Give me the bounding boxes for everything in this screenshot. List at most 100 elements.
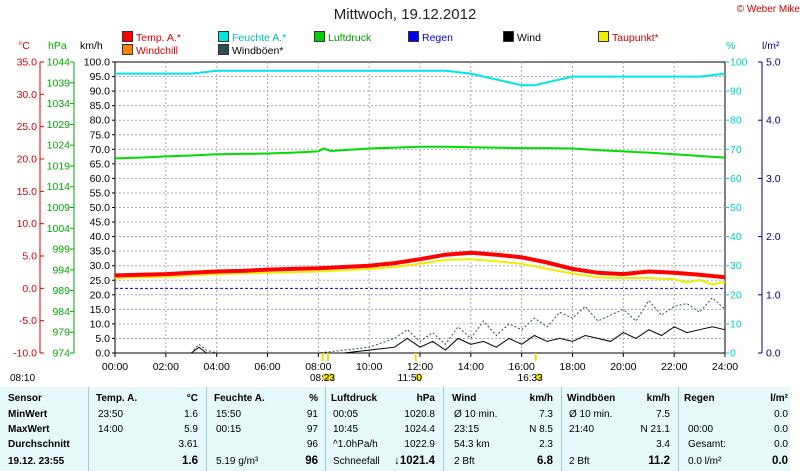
legend-label: Windböen* <box>232 45 284 57</box>
wind-tick-label: 45.0 <box>90 217 111 229</box>
legend-swatch <box>314 31 325 42</box>
stats-row-label: MaxWert <box>8 424 50 435</box>
wind-unit-label: km/h <box>80 40 103 52</box>
legend-swatch <box>122 31 133 42</box>
humidity-tick-label: 40 <box>730 231 742 243</box>
rain-tick-label: 1.0 <box>766 289 781 301</box>
pressure-unit-label: hPa <box>48 40 67 52</box>
stats-value-pressure: 1024.4 <box>404 424 435 435</box>
column-divider <box>206 387 207 471</box>
legend-item: Windchill <box>122 44 178 57</box>
x-tick-label: 04:00 <box>204 361 230 373</box>
stats-value-gusts: N 21.1 <box>640 424 670 435</box>
temp-tick-label: 25.0 <box>17 121 38 133</box>
wind-tick-label: 90.0 <box>90 86 111 98</box>
stats-header-gusts: Windböen <box>567 393 616 404</box>
legend-swatch <box>408 31 419 42</box>
wind-tick-label: 100.0 <box>84 57 110 69</box>
stats-unit-temp: °C <box>186 393 198 404</box>
stats-cell-rain: Gesamt: <box>688 439 726 450</box>
legend-label: Regen <box>422 32 453 44</box>
legend-item: Taupunkt* <box>598 31 659 44</box>
pressure-tick-label: 1009 <box>47 202 71 214</box>
rain-tick-label: 2.0 <box>766 231 781 243</box>
column-divider <box>88 387 89 471</box>
stats-value-wind: 6.8 <box>537 455 553 467</box>
stats-row-label: MinWert <box>8 409 48 420</box>
stats-cell-gusts: Ø 10 min. <box>569 409 613 420</box>
pressure-tick-label: 1039 <box>47 77 71 89</box>
series-line-wind <box>115 326 726 354</box>
stats-value-gusts: 3.4 <box>656 439 670 450</box>
sun-icon <box>327 373 335 381</box>
legend-label: Luftdruck <box>328 32 372 44</box>
stats-cell-humidity: 15:50 <box>216 409 242 420</box>
stats-cell-wind: Ø 10 min. <box>454 409 498 420</box>
stats-cell-temp: 14:00 <box>98 424 124 435</box>
stats-value-wind: N 8.5 <box>529 424 553 435</box>
legend-label: Windchill <box>136 45 179 57</box>
x-tick-label: 14:00 <box>458 361 484 373</box>
column-divider <box>325 387 326 471</box>
x-tick-label: 12:00 <box>407 361 433 373</box>
stats-cell-humidity: 00:15 <box>216 424 242 435</box>
stats-header-pressure: Luftdruck <box>331 393 378 404</box>
wind-tick-label: 10.0 <box>90 318 111 330</box>
wind-tick-label: 20.0 <box>90 289 111 301</box>
legend-swatch <box>218 31 229 42</box>
column-divider <box>443 387 444 471</box>
series-line-temp-a <box>114 250 726 280</box>
stats-value-rain: 0.0 <box>774 439 788 450</box>
x-tick-label: 06:00 <box>254 361 280 373</box>
stats-value-temp: 5.9 <box>184 424 198 435</box>
humidity-tick-label: 50 <box>730 202 742 214</box>
stats-cell-rain: 0.0 l/m² <box>688 456 722 467</box>
stats-header-wind: Wind <box>452 393 477 404</box>
stats-value-gusts: 11.2 <box>648 455 670 467</box>
wind-tick-label: 55.0 <box>90 187 111 199</box>
temp-tick-label: 5.0 <box>22 251 37 263</box>
legend-item: Feuchte A.* <box>218 31 286 44</box>
stats-cell-pressure: ^1.0hPa/h <box>333 439 378 450</box>
temp-tick-label: -5.0 <box>19 315 37 327</box>
legend-item: Wind <box>503 31 541 44</box>
stats-row-label: 19.12. 23:55 <box>8 456 65 467</box>
temp-tick-label: 20.0 <box>17 154 38 166</box>
humidity-tick-label: 60 <box>730 173 742 185</box>
stats-value-pressure: 1020.8 <box>404 409 435 420</box>
temp-unit-label: °C <box>18 40 30 52</box>
stats-row-label: Sensor <box>8 393 42 404</box>
stats-cell-pressure: Schneefall <box>333 456 380 467</box>
rain-tick-label: 0.0 <box>766 348 781 360</box>
stats-cell-wind: 23:15 <box>454 424 480 435</box>
stats-cell-pressure: 00:05 <box>333 409 359 420</box>
stats-value-temp: 1.6 <box>184 409 198 420</box>
legend-label: Wind <box>517 32 541 44</box>
stats-value-humidity: 91 <box>306 409 318 420</box>
wind-tick-label: 30.0 <box>90 260 111 272</box>
legend: Temp. A.* Feuchte A.* Luftdruck Regen Wi… <box>120 31 720 59</box>
stats-value-humidity: 96 <box>305 455 318 467</box>
sun-time-label: 11:50 <box>398 373 423 384</box>
humidity-tick-label: 70 <box>730 144 742 156</box>
stats-cell-pressure: 10:45 <box>333 424 359 435</box>
humidity-tick-label: 100 <box>730 57 748 69</box>
stats-cell-wind: 2 Bft <box>454 456 475 467</box>
stats-value-wind: 7.3 <box>539 409 553 420</box>
stats-value-gusts: 7.5 <box>656 409 670 420</box>
pressure-tick-label: 1004 <box>47 223 71 235</box>
pressure-tick-label: 999 <box>52 244 70 256</box>
column-divider <box>678 387 679 471</box>
pressure-tick-label: 1044 <box>47 57 71 69</box>
stats-header-humidity: Feuchte A. <box>214 393 265 404</box>
stats-cell-temp: 23:50 <box>98 409 124 420</box>
x-tick-label: 24:00 <box>712 361 738 373</box>
x-tick-label: 16:00 <box>509 361 535 373</box>
humidity-tick-label: 90 <box>730 86 742 98</box>
temp-tick-label: 0.0 <box>22 283 37 295</box>
x-tick-label: 02:00 <box>153 361 179 373</box>
stats-value-wind: 2.3 <box>539 439 553 450</box>
legend-swatch <box>122 44 133 55</box>
temp-tick-label: 15.0 <box>17 186 38 198</box>
stats-value-pressure: ↓1021.4 <box>394 455 435 467</box>
